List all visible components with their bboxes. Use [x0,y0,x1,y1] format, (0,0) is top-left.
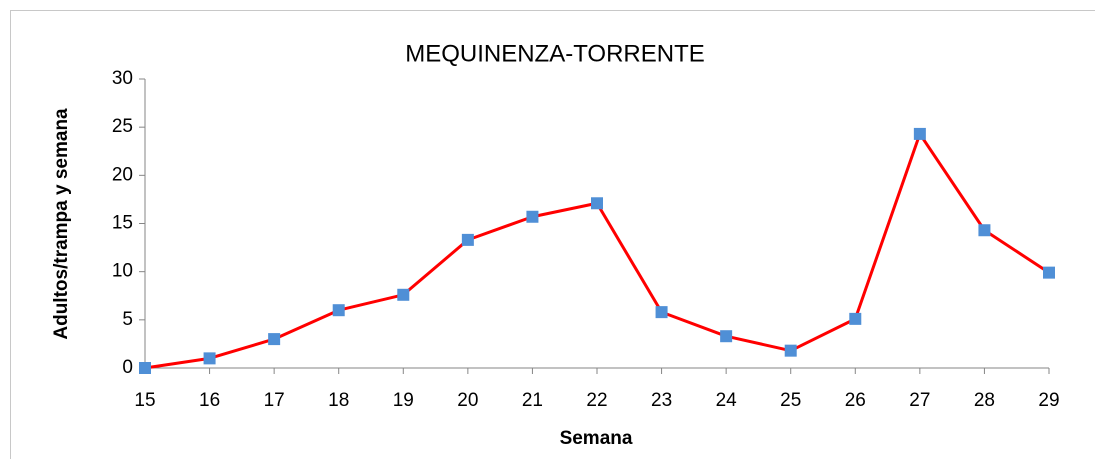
x-tick-label: 21 [522,390,543,411]
x-tick-label: 26 [845,390,866,411]
y-tick-label: 30 [112,68,133,89]
y-tick-label: 15 [112,213,133,234]
x-tick-label: 28 [974,390,995,411]
x-tick-label: 24 [716,390,738,411]
x-tick-label: 18 [328,390,349,411]
marker [203,352,216,365]
x-tick-label: 22 [586,390,607,411]
x-tick-label: 25 [780,390,801,411]
x-tick-label: 16 [199,390,220,411]
marker [1043,266,1055,279]
x-tick-label: 20 [457,390,478,411]
marker [784,344,797,357]
marker [461,233,474,246]
y-tick-label: 25 [112,116,133,137]
marker [849,312,862,325]
y-axis-label: Adultos/trampa y semana [51,108,72,340]
marker [526,210,539,223]
x-axis-label: Semana [560,428,633,449]
x-tick-label: 17 [264,390,285,411]
x-tick-label: 19 [393,390,414,411]
marker [139,362,151,374]
y-tick-label: 5 [122,309,133,330]
chart-title: MEQUINENZA-TORRENTE [405,40,705,67]
chart-frame [10,10,1095,459]
marker [397,288,410,301]
marker [913,127,926,140]
y-tick-label: 0 [122,357,133,378]
y-tick-label: 10 [112,261,133,282]
marker [978,224,991,237]
x-tick-label: 23 [651,390,672,411]
x-tick-label: 29 [1038,390,1059,411]
marker [591,197,603,210]
marker [720,330,733,343]
marker [268,333,281,346]
marker [332,304,345,317]
x-tick-label: 27 [909,390,930,411]
x-tick-label: 15 [134,390,155,411]
y-tick-label: 20 [112,164,133,185]
marker [655,306,668,319]
